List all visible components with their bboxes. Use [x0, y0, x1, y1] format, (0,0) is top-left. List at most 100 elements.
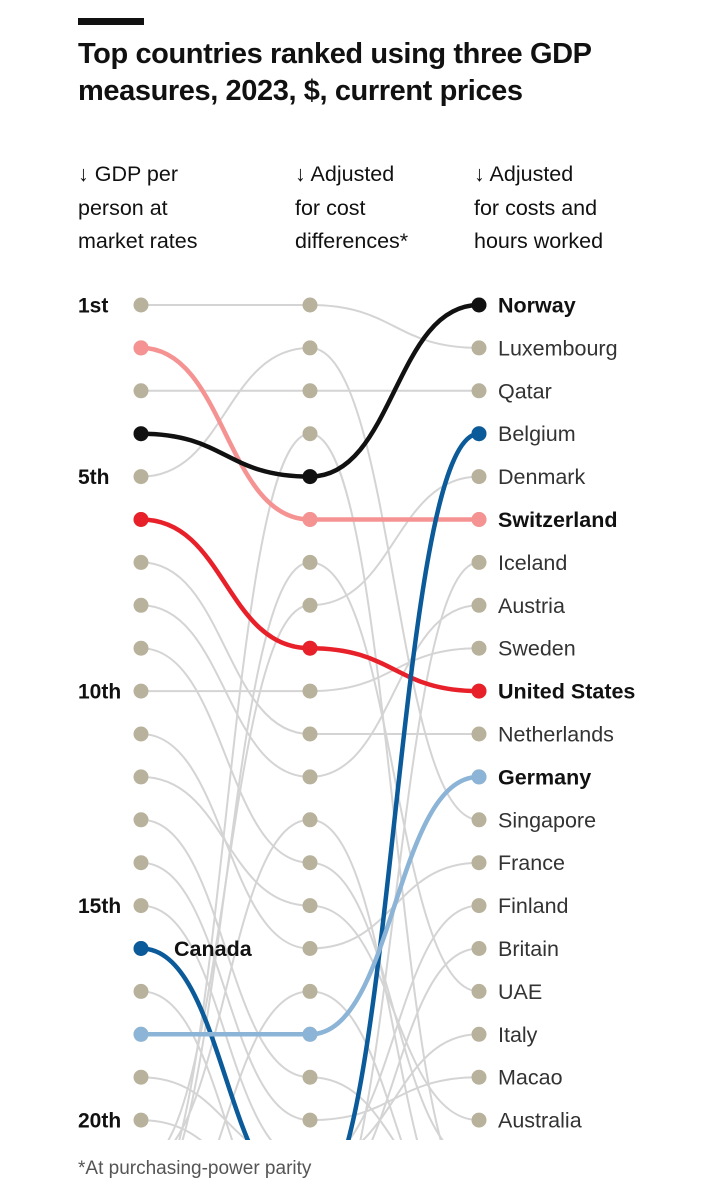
country-label-united-states: United States	[498, 680, 635, 704]
rank-dot	[302, 1112, 318, 1128]
column-header-line: ↓ Adjusted	[474, 162, 574, 186]
rank-dot	[302, 383, 318, 399]
country-label-sweden: Sweden	[498, 637, 576, 661]
rank-dot	[133, 383, 149, 399]
switzerland-dot	[471, 512, 487, 527]
norway-dot	[302, 469, 318, 485]
country-label-austria: Austria	[498, 594, 565, 618]
country-labels: Norway Luxembourg Qatar Belgium Denmark Switz…	[498, 294, 635, 1133]
united-states-dot	[302, 640, 318, 656]
column-header-line: for cost	[295, 195, 366, 220]
united-states-dot	[133, 512, 149, 527]
rank-dot	[133, 1112, 149, 1128]
germany-line	[140, 774, 480, 1037]
rank-dot	[133, 898, 149, 914]
country-label-singapore: Singapore	[498, 808, 596, 832]
chart-title: Top countries ranked using three GDP mea…	[78, 38, 592, 107]
rank-dot	[302, 812, 318, 828]
country-label-britain: Britain	[498, 937, 559, 961]
rank-dot	[471, 941, 487, 956]
highlight-dots	[133, 297, 487, 1042]
rank-dot	[302, 769, 318, 785]
rank-dot	[471, 1026, 487, 1042]
rank-dot	[471, 383, 487, 399]
background-line	[140, 561, 479, 736]
rank-dot	[302, 554, 318, 570]
rank-label: 20th	[78, 1110, 121, 1133]
rank-dot	[133, 983, 149, 999]
rank-label: 1st	[78, 295, 108, 318]
title-accent-bar	[78, 18, 144, 25]
inline-labels: Canada	[174, 937, 253, 961]
rank-dot	[302, 426, 318, 442]
background-line	[140, 904, 480, 1140]
rank-dot	[133, 812, 149, 828]
rank-dot	[302, 683, 318, 699]
rank-dot	[133, 683, 149, 699]
country-label-norway: Norway	[498, 294, 576, 318]
inline-label-canada: Canada	[174, 937, 253, 961]
rank-dot	[133, 769, 149, 785]
highlight-lines	[140, 302, 480, 1140]
rank-dot	[302, 983, 318, 999]
footnote: *At purchasing-power parity	[78, 1158, 312, 1179]
rank-dot	[133, 597, 149, 613]
rank-dot	[471, 983, 487, 999]
rank-dot	[133, 855, 149, 871]
canada-line	[140, 431, 480, 1140]
country-label-france: France	[498, 851, 565, 875]
rank-dot	[471, 726, 487, 742]
germany-dot	[471, 769, 487, 785]
rank-dot	[133, 554, 149, 570]
rank-dot	[133, 640, 149, 656]
column-header-hours-adjusted: ↓ Adjusted for costs and hours worked	[474, 158, 603, 259]
country-label-netherlands: Netherlands	[498, 723, 614, 747]
column-header-line: for costs and	[474, 195, 598, 220]
country-label-iceland: Iceland	[498, 551, 567, 575]
column-header-line: differences*	[295, 229, 409, 253]
united-states-dot	[471, 683, 487, 699]
canada-dot	[133, 941, 149, 956]
rank-dot	[471, 1112, 487, 1128]
rank-dot	[471, 855, 487, 871]
switzerland-dot	[302, 512, 318, 527]
country-label-luxembourg: Luxembourg	[498, 336, 618, 360]
rank-dot	[302, 941, 318, 956]
column-header-line: hours worked	[474, 229, 604, 253]
rank-label: 15th	[78, 895, 121, 918]
country-label-italy: Italy	[498, 1023, 538, 1047]
rank-dot	[471, 1069, 487, 1085]
country-label-qatar: Qatar	[498, 379, 552, 403]
country-label-uae: UAE	[498, 980, 542, 1004]
slope-chart: 1st 5th 10th 15th 20th Norway Luxembourg Qatar…	[78, 294, 635, 1140]
rank-dot	[302, 597, 318, 613]
country-label-australia: Australia	[498, 1109, 582, 1133]
rank-label: 5th	[78, 466, 110, 489]
background-line	[181, 561, 480, 1140]
norway-dot	[133, 426, 149, 442]
rank-dot	[471, 812, 487, 828]
column-header-line: ↓ Adjusted	[295, 162, 395, 186]
germany-dot	[302, 1026, 318, 1042]
background-line	[140, 561, 480, 1140]
background-line	[140, 861, 480, 1122]
rank-dot	[133, 469, 149, 485]
rank-dot	[302, 340, 318, 356]
rank-dot	[302, 1069, 318, 1085]
switzerland-line	[140, 345, 479, 522]
rank-dot	[302, 726, 318, 742]
rank-dot	[471, 469, 487, 485]
rank-dot	[302, 855, 318, 871]
rank-label: 10th	[78, 681, 121, 704]
background-line	[140, 346, 480, 821]
column-header-line: ↓ GDP per	[78, 162, 178, 186]
rank-dot	[302, 297, 318, 313]
rank-dot	[471, 898, 487, 914]
rank-dot	[302, 898, 318, 914]
rank-labels: 1st 5th 10th 15th 20th	[78, 295, 121, 1133]
germany-dot	[133, 1026, 149, 1042]
background-dots	[133, 297, 487, 1128]
country-label-macao: Macao	[498, 1066, 563, 1090]
column-header-market-rates: ↓ GDP per person at market rates	[78, 158, 197, 259]
country-label-finland: Finland	[498, 894, 569, 918]
